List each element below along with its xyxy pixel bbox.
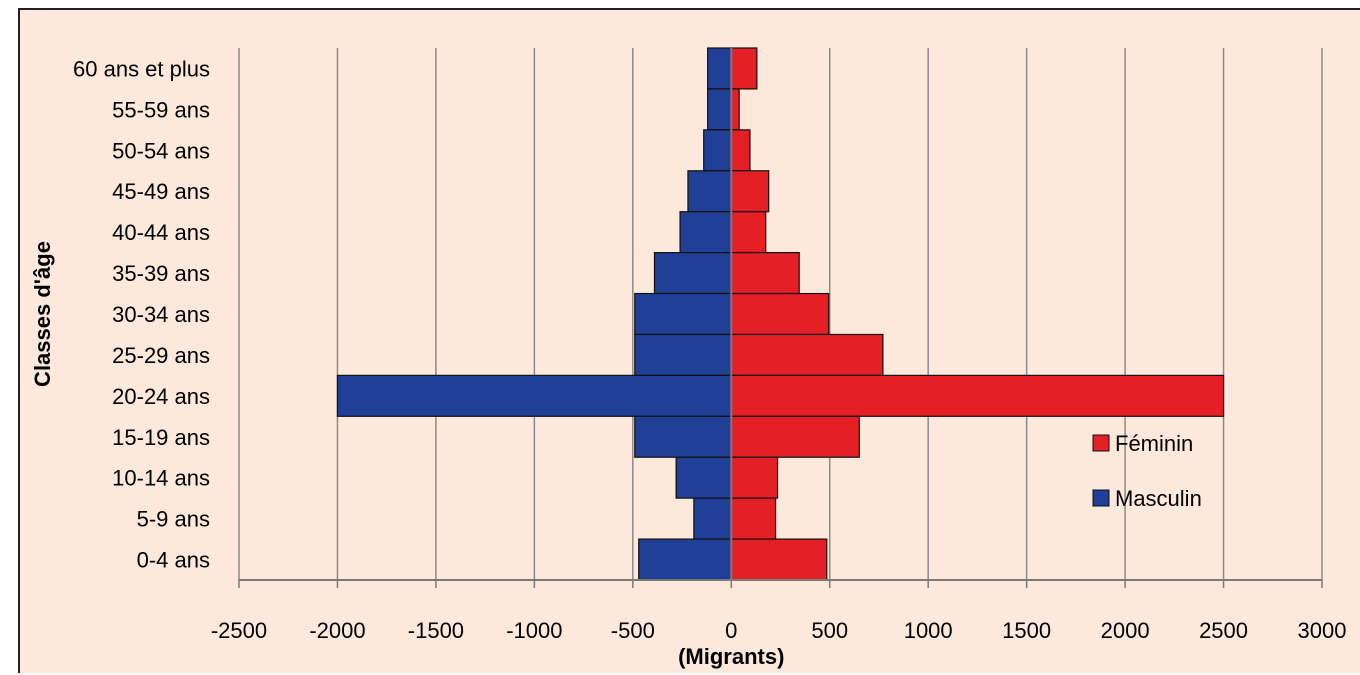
- x-tick-label: -2000: [309, 618, 365, 643]
- bar-fminin-11: [730, 497, 777, 540]
- bar-masculin-4: [679, 211, 732, 254]
- y-tick-label: 20-24 ans: [112, 384, 210, 409]
- bar-fminin-10: [730, 456, 779, 499]
- bar-masculin-1: [707, 88, 732, 131]
- axes: [238, 48, 1323, 588]
- bar-fminin-2: [730, 129, 751, 172]
- y-tick-label: 30-34 ans: [112, 302, 210, 327]
- x-tick-label: 0: [725, 618, 737, 643]
- bar-fminin-0: [730, 47, 758, 90]
- y-tick-label: 25-29 ans: [112, 343, 210, 368]
- bar-fminin-3: [730, 170, 770, 213]
- bar-masculin-8: [336, 374, 732, 417]
- y-tick-label: 45-49 ans: [112, 179, 210, 204]
- y-tick-label: 15-19 ans: [112, 425, 210, 450]
- y-tick-label: 50-54 ans: [112, 138, 210, 163]
- bar-fminin-4: [730, 211, 767, 254]
- bar-fminin-1: [730, 88, 740, 131]
- legend-label: Féminin: [1115, 431, 1193, 456]
- x-tick-label: -1000: [506, 618, 562, 643]
- bar-masculin-0: [707, 47, 732, 90]
- bar-masculin-2: [703, 129, 732, 172]
- y-tick-labels: 60 ans et plus 55-59 ans 50-54 ans 45-49 an…: [73, 56, 210, 572]
- bar-masculin-7: [634, 333, 732, 376]
- x-tick-label: 2500: [1199, 618, 1248, 643]
- x-tick-label: 1500: [1002, 618, 1051, 643]
- bar-masculin-5: [653, 252, 732, 295]
- y-tick-label: 0-4 ans: [137, 548, 210, 573]
- x-tick-labels: -2500 -2000 -1500 -1000 -500 0 500 1000 1500 2000…: [211, 618, 1347, 643]
- bar-masculin-10: [675, 456, 732, 499]
- x-tick-label: 3000: [1298, 618, 1347, 643]
- y-axis-title: Classes d'âge: [30, 241, 55, 387]
- population-pyramid-chart: 60 ans et plus 55-59 ans 50-54 ans 45-49 an…: [30, 47, 1347, 669]
- bar-fminin-9: [730, 415, 860, 458]
- legend-label: Masculin: [1115, 486, 1202, 511]
- x-tick-label: 2000: [1101, 618, 1150, 643]
- bar-fminin-5: [730, 252, 800, 295]
- bar-masculin-11: [693, 497, 732, 540]
- y-tick-label: 5-9 ans: [137, 507, 210, 532]
- bars: [336, 47, 1225, 581]
- y-tick-label: 40-44 ans: [112, 220, 210, 245]
- x-tick-label: 500: [811, 618, 848, 643]
- legend-swatch: [1092, 434, 1110, 452]
- chart-frame: 60 ans et plus 55-59 ans 50-54 ans 45-49 an…: [18, 8, 1360, 673]
- y-tick-label: 55-59 ans: [112, 97, 210, 122]
- legend-swatch: [1092, 489, 1110, 507]
- bar-masculin-3: [687, 170, 732, 213]
- y-tick-label: 10-14 ans: [112, 466, 210, 491]
- legend: Féminin Masculin: [1092, 431, 1202, 511]
- bar-fminin-8: [730, 374, 1225, 417]
- bar-masculin-9: [634, 415, 732, 458]
- x-tick-label: -1500: [408, 618, 464, 643]
- x-tick-label: -2500: [211, 618, 267, 643]
- y-tick-label: 35-39 ans: [112, 261, 210, 286]
- bar-masculin-6: [634, 292, 732, 336]
- y-tick-label: 60 ans et plus: [73, 56, 210, 81]
- x-axis-title: (Migrants): [678, 644, 784, 669]
- bar-fminin-6: [730, 292, 830, 336]
- x-tick-label: 1000: [904, 618, 953, 643]
- bar-fminin-12: [730, 538, 828, 581]
- x-tick-label: -500: [611, 618, 655, 643]
- bar-masculin-12: [638, 538, 732, 581]
- bar-fminin-7: [730, 333, 884, 376]
